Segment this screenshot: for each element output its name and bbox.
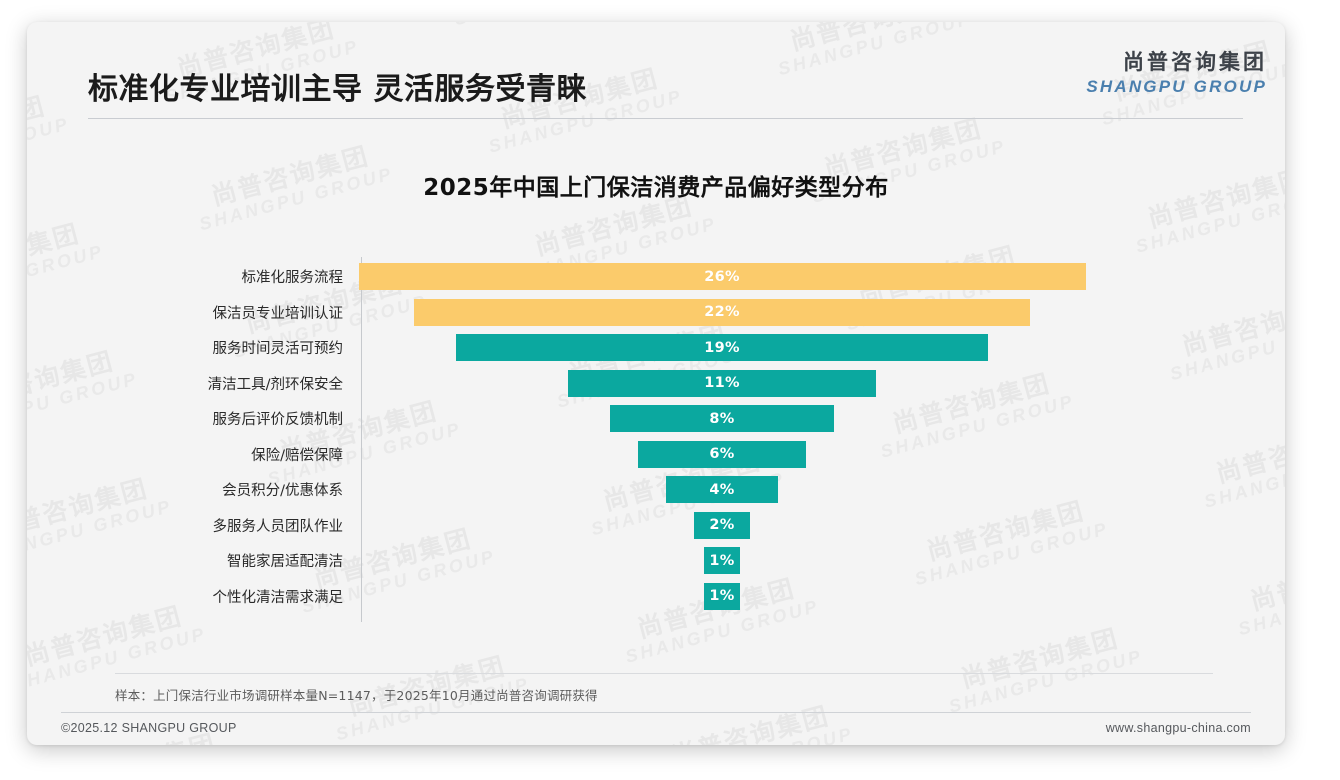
chart-row: 智能家居适配清洁 1% [27,547,1285,574]
bar-segment[interactable]: 1% [704,582,740,610]
category-label: 服务时间灵活可预约 [212,341,344,357]
slide-footer: ©2025.12 SHANGPU GROUP www.shangpu-china… [27,713,1285,745]
page-title: 标准化专业培训主导 灵活服务受青睐 [88,72,587,107]
category-label: 清洁工具/剂环保安全 [207,376,343,393]
slide-header: 标准化专业培训主导 灵活服务受青睐 尚普咨询集团 SHANGPU GROUP [27,22,1285,118]
chart-row: 保险/赔偿保障 6% [27,440,1285,468]
bar-track: 6% [362,440,1192,468]
bar-segment[interactable]: 2% [694,511,750,539]
bar-value-label: 6% [709,446,735,462]
bar-segment[interactable]: 1% [704,547,740,574]
bar-value-label: 1% [709,552,735,569]
bar-segment[interactable]: 11% [568,369,876,397]
bar-segment[interactable]: 22% [414,298,1030,326]
chart-row: 清洁工具/剂环保安全 11% [27,369,1285,397]
chart-row: 服务后评价反馈机制 8% [27,405,1285,432]
category-label: 保险/赔偿保障 [251,447,343,464]
chart-row: 标准化服务流程 26% [27,263,1285,290]
brand-logo: 尚普咨询集团 SHANGPU GROUP [1086,50,1267,96]
footnote-divider [115,673,1213,674]
category-label: 会员积分/优惠体系 [222,483,343,499]
category-label: 保洁员专业培训认证 [212,305,344,322]
bar-value-label: 26% [704,268,740,285]
header-divider [88,118,1243,119]
copyright-text: ©2025.12 SHANGPU GROUP [61,721,237,735]
bar-track: 22% [362,298,1192,326]
website-link[interactable]: www.shangpu-china.com [1105,721,1251,735]
bar-value-label: 8% [709,410,735,427]
bar-value-label: 19% [704,339,740,356]
category-label: 服务后评价反馈机制 [212,412,344,428]
bar-value-label: 2% [709,517,735,533]
bar-track: 8% [362,405,1192,432]
category-axis-line [361,257,362,622]
category-label: 智能家居适配清洁 [227,554,343,570]
chart-container: 2025年中国上门保洁消费产品偏好类型分布 标准化服务流程 26% 保洁员专业培训认… [27,132,1285,672]
bar-segment[interactable]: 19% [456,334,988,361]
chart-title: 2025年中国上门保洁消费产品偏好类型分布 [423,175,889,201]
bar-segment[interactable]: 6% [638,440,806,468]
bar-track: 1% [362,582,1192,610]
category-label: 标准化服务流程 [241,270,344,286]
bar-track: 2% [362,511,1192,539]
brand-logo-en: SHANGPU GROUP [1086,77,1267,96]
bar-track: 1% [362,547,1192,574]
bar-track: 26% [358,263,1192,290]
bar-value-label: 11% [704,375,740,391]
bar-track: 11% [362,369,1192,397]
bar-segment[interactable]: 8% [610,405,834,432]
footer-divider [61,712,1251,713]
bar-track: 19% [362,334,1192,361]
bar-track: 4% [362,476,1192,503]
chart-row: 多服务人员团队作业 2% [27,511,1285,539]
sample-footnote: 样本：上门保洁行业市场调研样本量N=1147，于2025年10月通过尚普咨询调研… [115,688,598,703]
bar-segment[interactable]: 26% [358,263,1086,290]
bar-value-label: 4% [709,481,735,498]
chart-row: 保洁员专业培训认证 22% [27,298,1285,326]
bar-value-label: 22% [704,304,740,320]
category-label: 多服务人员团队作业 [212,518,344,535]
chart-row: 会员积分/优惠体系 4% [27,476,1285,503]
chart-row: 服务时间灵活可预约 19% [27,334,1285,361]
chart-row: 个性化清洁需求满足 1% [27,582,1285,610]
funnel-bar-plot: 标准化服务流程 26% 保洁员专业培训认证 22% 服务时间灵活可预约 19% 清洁工具/剂… [27,257,1285,627]
bar-segment[interactable]: 4% [666,476,778,503]
bar-value-label: 1% [709,588,735,604]
category-label: 个性化清洁需求满足 [212,589,344,606]
brand-logo-cn: 尚普咨询集团 [1123,50,1267,74]
